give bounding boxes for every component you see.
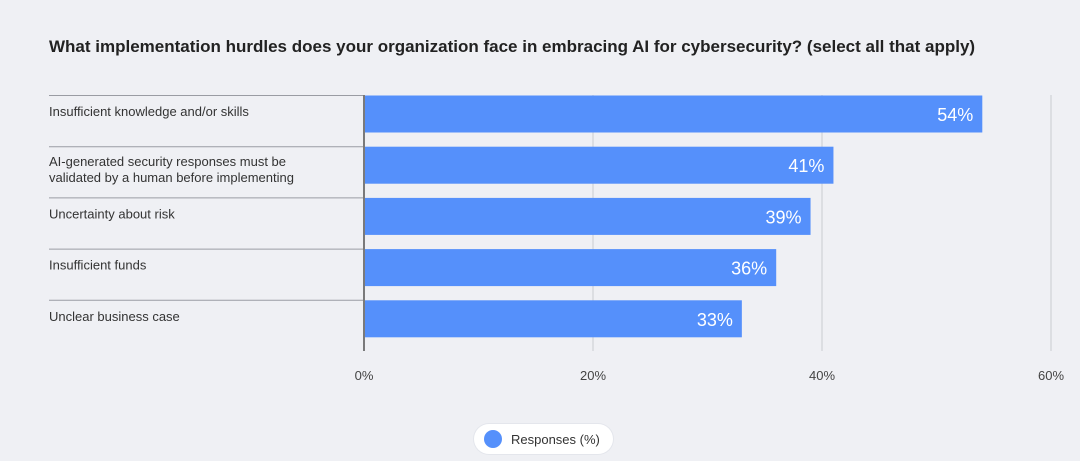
category-label-4: Unclear business case — [49, 309, 180, 324]
category-label-3: Insufficient funds — [49, 258, 147, 273]
x-tick-label-3: 60% — [1038, 368, 1064, 383]
x-tick-label-0: 0% — [355, 368, 374, 383]
data-label-4: 33% — [697, 310, 733, 330]
category-label-1: AI-generated security responses must be v… — [49, 154, 294, 185]
category-label-line: validated by a human before implementing — [49, 170, 294, 185]
category-label-2: Uncertainty about risk — [49, 206, 175, 221]
category-label-line: Insufficient funds — [49, 258, 147, 273]
bar-2 — [365, 197, 811, 235]
category-label-line: Unclear business case — [49, 309, 180, 324]
x-tick-label-1: 20% — [580, 368, 606, 383]
legend-label: Responses (%) — [511, 431, 600, 447]
category-label-line: Uncertainty about risk — [49, 206, 175, 221]
data-label-1: 41% — [788, 156, 824, 176]
category-label-line: AI-generated security responses must be — [49, 154, 286, 169]
bar-0 — [365, 95, 983, 133]
data-label-2: 39% — [766, 207, 802, 227]
category-label-line: Insufficient knowledge and/or skills — [49, 104, 249, 119]
bar-3 — [365, 249, 777, 287]
x-tick-label-2: 40% — [809, 368, 835, 383]
bar-4 — [365, 300, 742, 338]
data-label-3: 36% — [731, 259, 767, 279]
bar-1 — [365, 146, 834, 184]
bar-chart: Insufficient knowledge and/or skills 54% A… — [49, 95, 1064, 383]
chart-title: What implementation hurdles does your or… — [49, 37, 976, 56]
legend[interactable]: Responses (%) — [474, 424, 613, 454]
category-label-0: Insufficient knowledge and/or skills — [49, 104, 249, 119]
data-label-0: 54% — [937, 105, 973, 125]
legend-swatch — [484, 430, 502, 448]
